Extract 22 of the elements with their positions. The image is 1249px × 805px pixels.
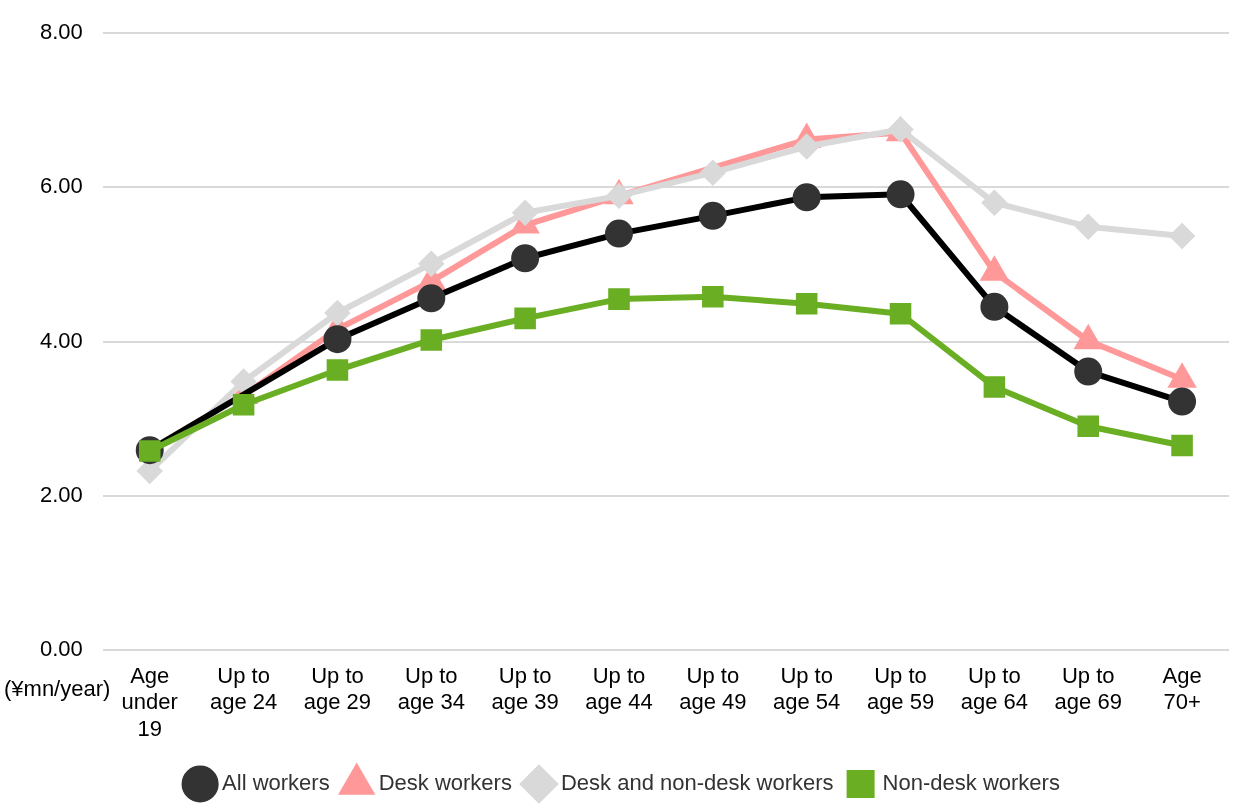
x-tick-label: Age under 19 [121,663,178,741]
x-tick-label: Up to age 24 [209,663,278,715]
x-tick-label: Up to age 54 [773,663,841,715]
x-tick-label: Age 70+ [1162,663,1202,715]
legend-label: All workers [222,770,330,796]
x-tick-label: Up to age 39 [491,663,559,715]
x-tick-label: Up to age 44 [585,663,653,715]
y-tick-label: 4.00 [39,327,83,353]
y-tick-label: 2.00 [39,481,83,507]
x-tick-label: Up to age 34 [397,663,465,715]
x-tick-label: Up to age 29 [303,663,372,715]
y-tick-label: 6.00 [39,173,83,199]
x-tick-label: Up to age 49 [679,663,747,715]
legend-label: Non-desk workers [882,770,1060,796]
x-tick-label: Up to age 64 [960,663,1029,715]
legend-label: Desk and non-desk workers [560,770,834,796]
legend-label: Desk workers [378,770,512,796]
x-tick-label: Up to age 69 [1054,663,1122,715]
y-tick-label: 8.00 [39,19,83,45]
y-tick-label: 0.00 [39,635,83,661]
x-tick-label: Up to age 59 [866,663,935,715]
y-axis-title: (¥mn/year) [4,675,111,701]
